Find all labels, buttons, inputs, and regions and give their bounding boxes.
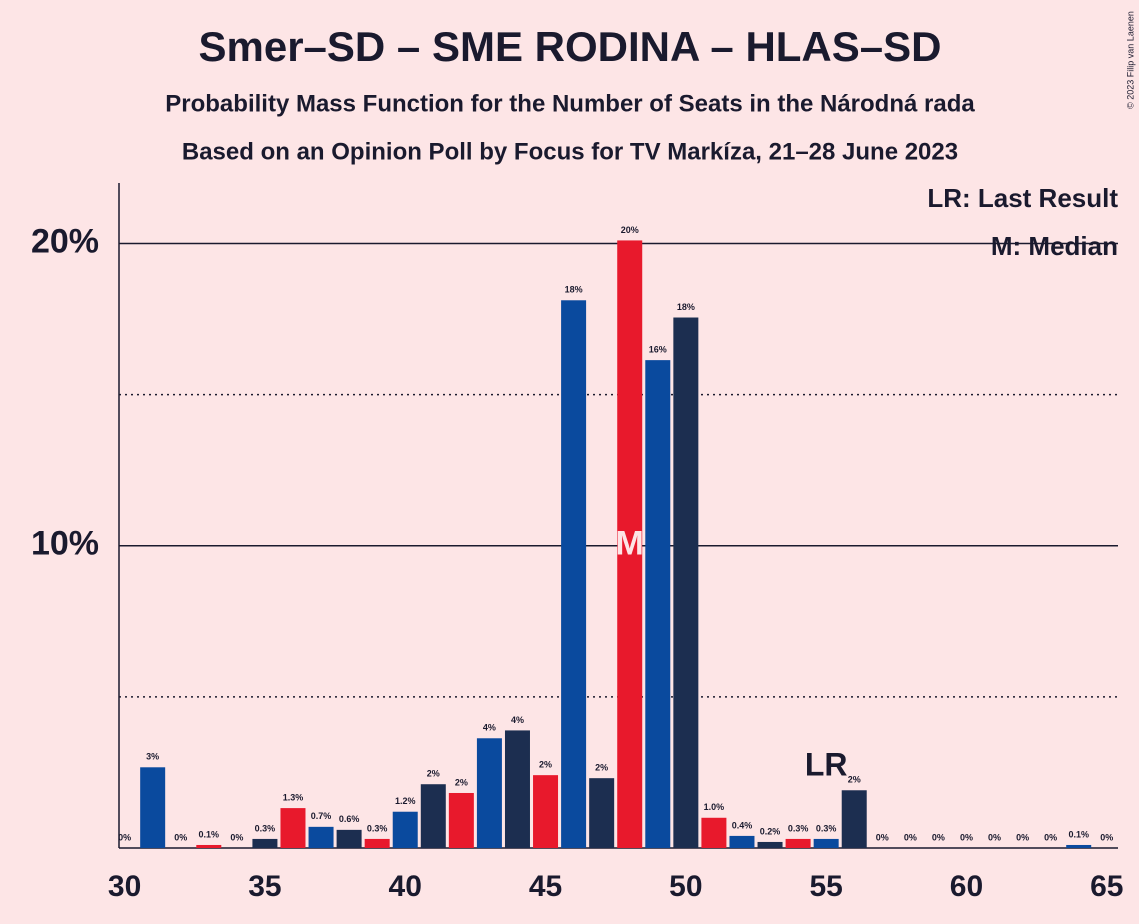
value-label: 18% xyxy=(677,302,695,312)
bar xyxy=(420,784,446,848)
value-label: 0% xyxy=(1100,832,1113,842)
value-label: 0.3% xyxy=(816,823,837,833)
value-label: 0% xyxy=(174,832,187,842)
value-label: 0.6% xyxy=(339,814,360,824)
value-label: 0.1% xyxy=(199,829,220,839)
bar xyxy=(757,841,783,848)
value-label: 0.3% xyxy=(788,823,809,833)
value-label: 20% xyxy=(621,225,639,235)
bar xyxy=(813,838,839,848)
value-label: 2% xyxy=(455,777,468,787)
bar xyxy=(196,844,222,848)
bar xyxy=(645,360,671,848)
value-label: 0.1% xyxy=(1068,829,1089,839)
value-label: 2% xyxy=(595,763,608,773)
value-label: 16% xyxy=(649,345,667,355)
median-marker: M xyxy=(616,525,644,563)
value-label: 1.0% xyxy=(704,802,725,812)
value-label: 4% xyxy=(511,715,524,725)
value-label: 4% xyxy=(483,723,496,733)
bar xyxy=(673,317,699,848)
y-tick-label: 10% xyxy=(31,525,99,563)
value-label: 0.3% xyxy=(255,823,276,833)
bar xyxy=(504,730,530,848)
value-label: 0% xyxy=(1044,832,1057,842)
value-label: 2% xyxy=(539,760,552,770)
value-label: 0.3% xyxy=(367,823,388,833)
bar xyxy=(140,767,166,848)
value-label: 2% xyxy=(427,769,440,779)
bar xyxy=(280,808,306,848)
x-tick-label: 40 xyxy=(389,870,422,903)
value-label: 0% xyxy=(960,832,973,842)
value-label: 0% xyxy=(876,832,889,842)
bar xyxy=(364,838,390,848)
value-label: 3% xyxy=(146,752,159,762)
last-result-marker: LR xyxy=(805,746,848,782)
bar xyxy=(392,811,418,848)
x-tick-label: 30 xyxy=(108,870,141,903)
x-tick-label: 55 xyxy=(809,870,842,903)
value-label: 0.7% xyxy=(311,811,332,821)
x-tick-label: 65 xyxy=(1090,870,1123,903)
bar xyxy=(533,775,559,848)
bar xyxy=(448,792,474,848)
bar xyxy=(701,817,727,848)
bar xyxy=(617,240,643,848)
value-label: 1.3% xyxy=(283,792,304,802)
bar xyxy=(785,838,811,848)
legend-entry: M: Median xyxy=(991,231,1118,261)
bar xyxy=(252,838,278,848)
copyright: © 2023 Filip van Laenen xyxy=(1125,11,1135,109)
x-tick-label: 35 xyxy=(248,870,281,903)
value-label: 0.2% xyxy=(760,826,781,836)
chart-title: Smer–SD – SME RODINA – HLAS–SD xyxy=(199,23,942,70)
bar xyxy=(729,835,755,848)
x-tick-label: 45 xyxy=(529,870,562,903)
value-label: 0% xyxy=(1016,832,1029,842)
bar xyxy=(336,829,362,848)
bar xyxy=(561,300,587,848)
bar xyxy=(1066,844,1092,848)
value-label: 0.4% xyxy=(732,820,753,830)
x-tick-label: 50 xyxy=(669,870,702,903)
bar xyxy=(841,790,867,848)
legend-entry: LR: Last Result xyxy=(927,183,1118,213)
chart-subtitle: Probability Mass Function for the Number… xyxy=(165,90,975,117)
x-tick-label: 60 xyxy=(950,870,983,903)
value-label: 0% xyxy=(230,832,243,842)
value-label: 0% xyxy=(988,832,1001,842)
value-label: 1.2% xyxy=(395,796,416,806)
value-label: 18% xyxy=(565,285,583,295)
chart-subtitle: Based on an Opinion Poll by Focus for TV… xyxy=(182,138,958,165)
y-tick-label: 20% xyxy=(31,222,99,260)
bar xyxy=(589,778,615,848)
value-label: 0% xyxy=(904,832,917,842)
bar xyxy=(476,738,502,848)
value-label: 0% xyxy=(118,832,131,842)
value-label: 0% xyxy=(932,832,945,842)
bar xyxy=(308,826,334,848)
value-label: 2% xyxy=(848,775,861,785)
